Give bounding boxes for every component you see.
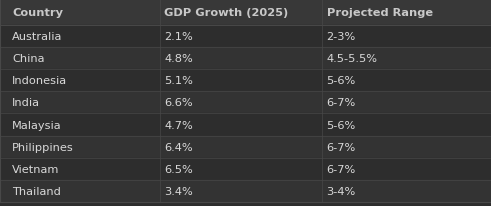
Bar [0, 114, 491, 136]
Bar [0, 180, 491, 202]
Text: 6-7%: 6-7% [327, 164, 356, 174]
Text: Country: Country [12, 8, 63, 18]
Text: India: India [12, 98, 40, 108]
Bar [0, 0, 491, 26]
Text: GDP Growth (2025): GDP Growth (2025) [164, 8, 289, 18]
Text: 6.5%: 6.5% [164, 164, 193, 174]
Text: Australia: Australia [12, 32, 63, 42]
Text: Vietnam: Vietnam [12, 164, 59, 174]
Bar [0, 158, 491, 180]
Text: 3.4%: 3.4% [164, 186, 193, 196]
Text: 4.7%: 4.7% [164, 120, 193, 130]
Text: Projected Range: Projected Range [327, 8, 433, 18]
Text: 5.1%: 5.1% [164, 76, 193, 86]
Text: Philippines: Philippines [12, 142, 74, 152]
Text: 5-6%: 5-6% [327, 120, 356, 130]
Bar [0, 26, 491, 48]
Text: 3-4%: 3-4% [327, 186, 356, 196]
Text: 6.6%: 6.6% [164, 98, 193, 108]
Text: 5-6%: 5-6% [327, 76, 356, 86]
Bar [0, 48, 491, 70]
Text: 6.4%: 6.4% [164, 142, 193, 152]
Text: 4.5-5.5%: 4.5-5.5% [327, 54, 378, 64]
Bar [0, 92, 491, 114]
Text: 2-3%: 2-3% [327, 32, 356, 42]
Text: 6-7%: 6-7% [327, 142, 356, 152]
Text: 6-7%: 6-7% [327, 98, 356, 108]
Text: Indonesia: Indonesia [12, 76, 67, 86]
Bar [0, 136, 491, 158]
Bar [0, 70, 491, 92]
Text: China: China [12, 54, 45, 64]
Text: Malaysia: Malaysia [12, 120, 62, 130]
Text: 4.8%: 4.8% [164, 54, 193, 64]
Text: 2.1%: 2.1% [164, 32, 193, 42]
Text: Thailand: Thailand [12, 186, 61, 196]
